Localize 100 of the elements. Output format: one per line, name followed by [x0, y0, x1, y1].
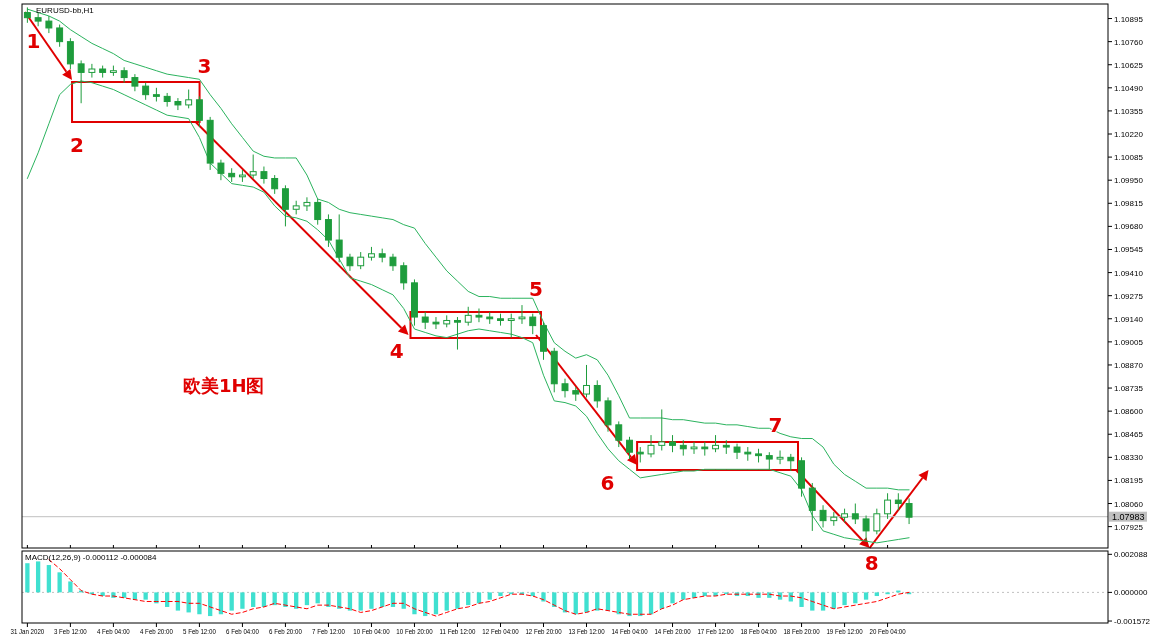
candlestick — [475, 308, 483, 323]
bar — [530, 592, 535, 597]
candlestick — [690, 441, 698, 455]
candlestick — [733, 443, 741, 460]
bar — [681, 592, 686, 600]
chart-title: EURUSD-bb,H1 — [36, 6, 95, 15]
y-tick-label: 1.08870 — [1114, 360, 1144, 370]
bar — [390, 592, 396, 607]
y-tick-label: 1.10625 — [1114, 60, 1144, 70]
candlestick — [120, 66, 128, 84]
bar — [143, 592, 148, 600]
bar — [68, 581, 73, 593]
candlestick — [314, 198, 322, 226]
bar — [444, 592, 449, 611]
bar — [487, 592, 492, 600]
bar — [57, 572, 62, 593]
candlestick — [518, 304, 526, 325]
y-tick-label: 1.09005 — [1114, 337, 1144, 347]
bar — [562, 592, 568, 613]
bar — [369, 592, 374, 609]
candlestick — [454, 316, 461, 351]
bar — [799, 592, 804, 607]
bar — [853, 592, 858, 604]
candlestick — [249, 154, 257, 179]
candlestick — [658, 408, 666, 451]
candlestick — [389, 253, 397, 272]
bar — [197, 592, 202, 615]
bar — [831, 592, 836, 609]
y-tick-label: 0.002088 — [1114, 550, 1148, 560]
y-tick-label: 0.000000 — [1114, 588, 1148, 598]
annotation: 2 — [69, 133, 84, 157]
bar — [874, 592, 879, 597]
candlestick — [34, 12, 42, 27]
candlestick — [464, 306, 472, 327]
y-tick-label: 1.09140 — [1114, 314, 1144, 324]
candlestick — [185, 89, 193, 109]
candlestick — [195, 95, 203, 128]
bar — [122, 592, 127, 598]
bar — [584, 592, 589, 613]
bar — [455, 592, 460, 609]
y-tick-label: 1.10760 — [1114, 37, 1144, 47]
candlestick — [884, 492, 892, 520]
bar — [283, 592, 288, 607]
candlestick — [271, 174, 279, 195]
bar — [337, 592, 342, 609]
y-tick-label: 1.08735 — [1114, 384, 1144, 394]
y-tick-label: 1.10355 — [1114, 106, 1144, 116]
bar — [347, 592, 353, 611]
candlestick — [346, 253, 354, 272]
candlestick — [303, 196, 311, 212]
bar — [627, 592, 632, 617]
bar — [767, 592, 772, 598]
bar — [218, 592, 224, 615]
candlestick — [400, 261, 408, 291]
bar — [208, 592, 213, 617]
candlestick — [873, 508, 881, 535]
candlestick — [615, 420, 623, 448]
bar — [358, 592, 363, 611]
bar — [810, 592, 815, 611]
y-tick-label: 1.07925 — [1114, 522, 1144, 532]
candlestick — [647, 434, 655, 458]
candlestick — [583, 364, 590, 398]
bar — [476, 592, 482, 604]
y-tick-label: 1.09950 — [1114, 176, 1144, 186]
bar — [638, 592, 643, 617]
candlestick — [335, 213, 343, 263]
bar — [380, 592, 385, 607]
candlestick — [593, 379, 601, 409]
bar — [401, 592, 406, 609]
candlestick — [604, 396, 612, 433]
candlestick — [281, 184, 289, 227]
bar — [326, 592, 331, 607]
candlestick — [260, 166, 268, 185]
y-tick-label: 1.10895 — [1114, 14, 1144, 24]
candlestick — [529, 313, 537, 335]
bar — [154, 592, 159, 604]
candlestick — [626, 436, 633, 460]
bar — [315, 592, 320, 604]
bar — [175, 592, 181, 611]
bar — [648, 592, 654, 615]
candlestick — [507, 313, 515, 339]
y-tick-label: 1.10490 — [1114, 83, 1144, 93]
candlestick — [905, 497, 913, 525]
candlestick — [217, 159, 225, 181]
annotation: 7 — [768, 413, 783, 438]
bar — [616, 592, 621, 615]
y-tick-label: 1.08330 — [1114, 453, 1144, 463]
bar — [573, 592, 578, 615]
candlestick — [776, 449, 784, 465]
y-tick-label: 1.08195 — [1114, 476, 1144, 486]
bar — [498, 592, 503, 597]
annotation: 3 — [197, 53, 212, 78]
bar — [412, 592, 417, 615]
candlestick — [77, 59, 85, 104]
annotation: 6 — [600, 471, 615, 496]
bar — [433, 592, 439, 615]
bar — [466, 592, 471, 606]
bar — [670, 592, 675, 604]
bar — [863, 592, 869, 600]
candlestick — [808, 482, 816, 532]
